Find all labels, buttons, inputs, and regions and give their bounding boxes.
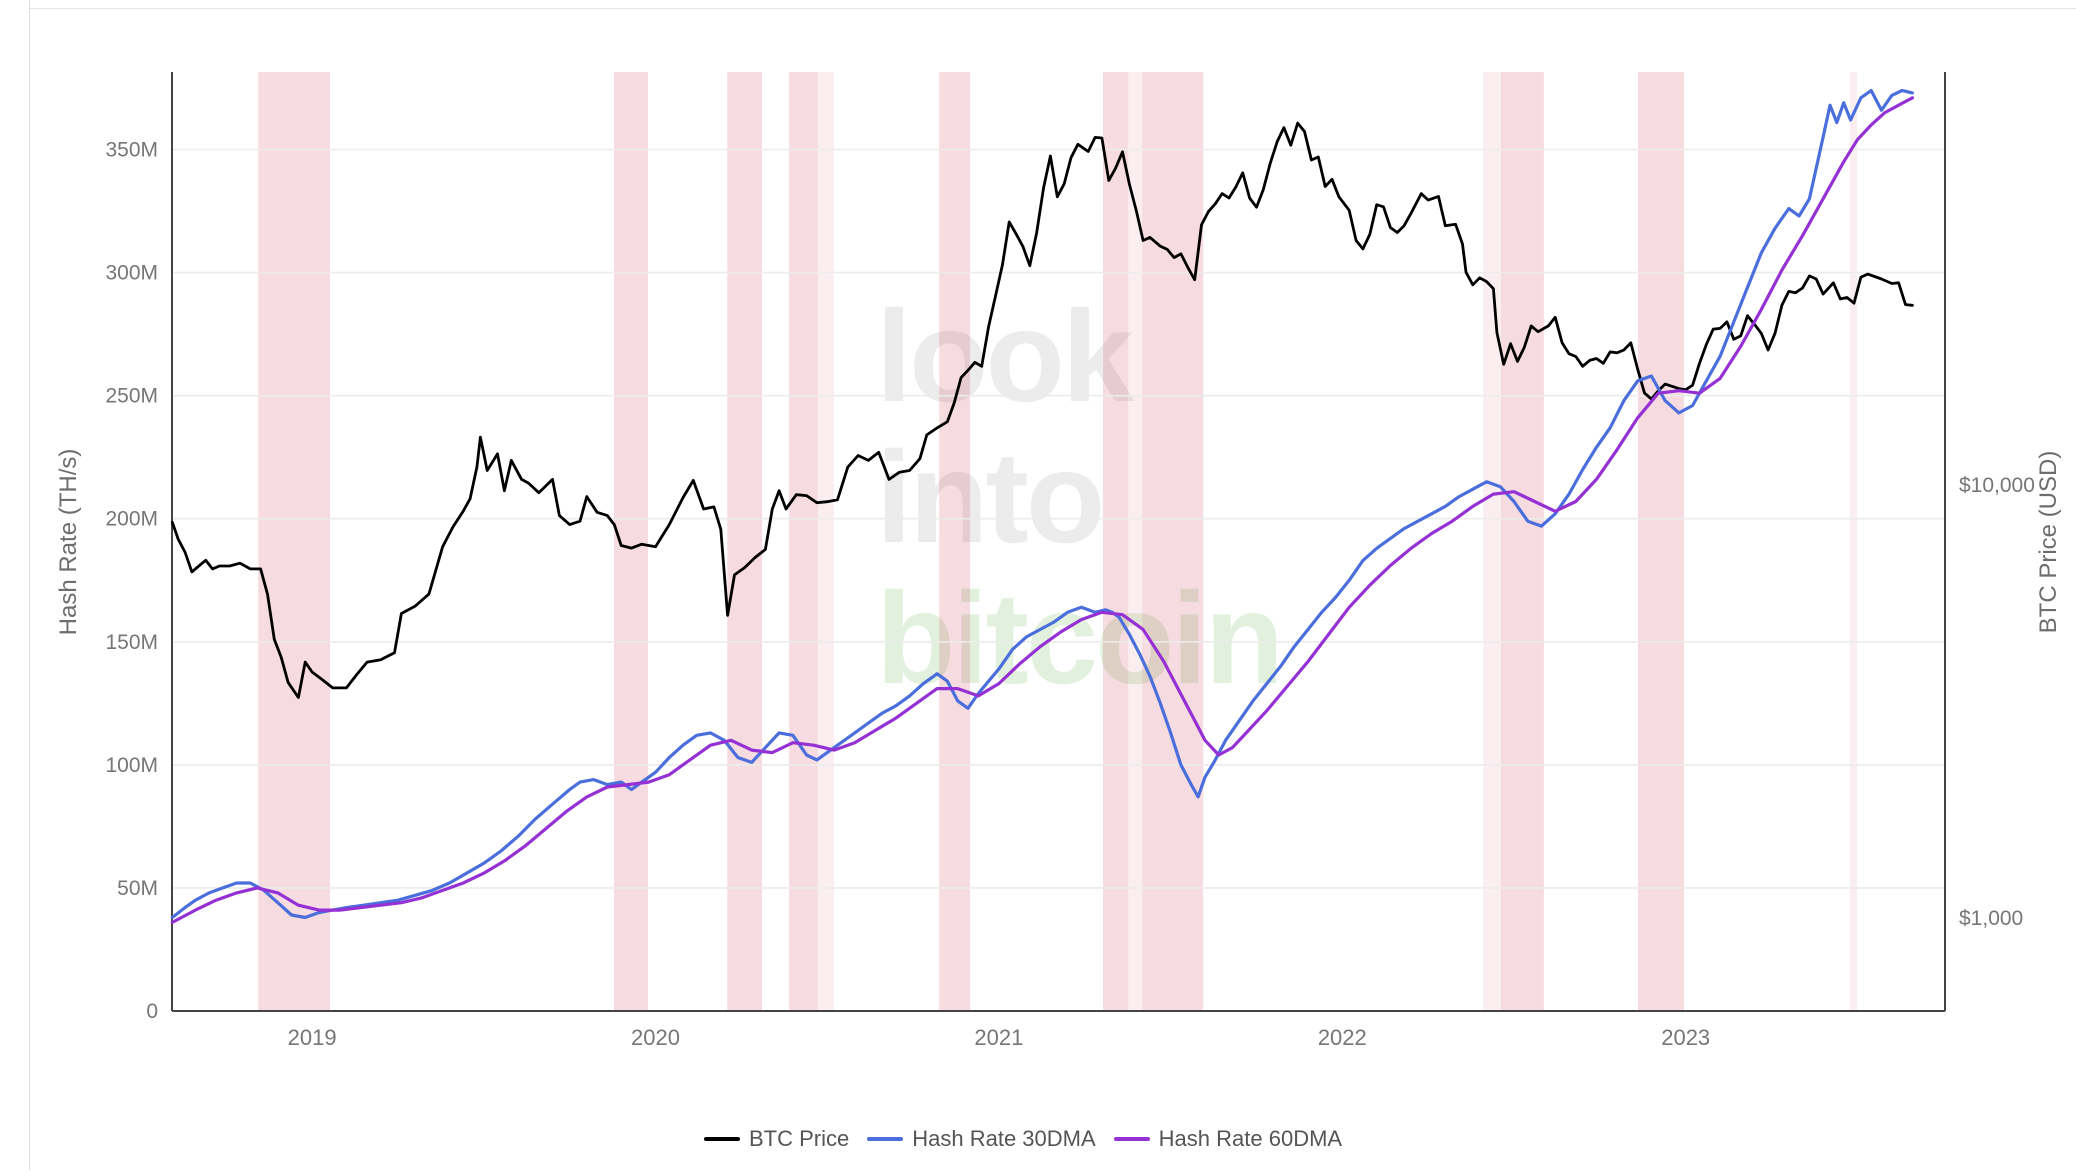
x-tick-label: 2019 — [288, 1025, 337, 1050]
capitulation-band — [1638, 72, 1684, 1011]
capitulation-band — [817, 72, 834, 1011]
y-left-tick-label: 0 — [146, 1000, 158, 1023]
capitulation-band — [1128, 72, 1143, 1011]
left-divider — [29, 0, 30, 1170]
y-left-tick-label: 350M — [105, 139, 158, 162]
watermark-word-bitcoin: bitcoin — [876, 565, 1284, 711]
capitulation-band — [727, 72, 762, 1011]
hash-rate-60dma-swatch — [1113, 1137, 1150, 1141]
top-divider — [29, 8, 2076, 9]
y-left-tick-label: 100M — [105, 754, 158, 777]
watermark-word-into: into — [876, 424, 1105, 570]
axis-lines — [171, 72, 1946, 1012]
y-right-axis-title: BTC Price (USD) — [2035, 451, 2062, 634]
hash-ribbon-bands — [258, 72, 1858, 1011]
y-left-tick-label: 200M — [105, 508, 158, 531]
capitulation-band — [1501, 72, 1544, 1011]
legend-item-hash-rate-60dma[interactable]: Hash Rate 60DMA — [1113, 1126, 1343, 1152]
legend-label: Hash Rate 60DMA — [1158, 1126, 1343, 1151]
y-left-tick-label: 250M — [105, 385, 158, 408]
capitulation-band — [1103, 72, 1129, 1011]
y-left-tick-label: 50M — [117, 877, 158, 900]
capitulation-band — [1483, 72, 1501, 1011]
legend-label: Hash Rate 30DMA — [912, 1126, 1096, 1151]
y-left-tick-label: 300M — [105, 262, 158, 285]
tick-labels: 0 50M 100M 150M 200M 250M 300M 350M $1,000 $10,00… — [105, 139, 2034, 1051]
capitulation-band — [1142, 72, 1204, 1011]
hash-rate-30dma-swatch — [867, 1137, 904, 1141]
y-left-axis-title: Hash Rate (TH/s) — [55, 449, 82, 636]
x-tick-label: 2020 — [631, 1025, 680, 1050]
watermark-word-look: look — [876, 283, 1134, 429]
x-tick-label: 2022 — [1318, 1025, 1367, 1050]
hash-rate-30dma-line — [170, 88, 1914, 920]
btc-price-swatch — [704, 1137, 740, 1141]
hash-rate-60dma-line — [170, 96, 1914, 924]
y-left-tick-label: 150M — [105, 631, 158, 654]
series-lines — [170, 88, 1914, 924]
legend-item-btc-price[interactable]: BTC Price — [704, 1126, 849, 1152]
chart-legend: BTC Price Hash Rate 30DMA Hash Rate 60DM… — [704, 1126, 1342, 1152]
lookintobitcoin-watermark: look into bitcoin — [876, 283, 1284, 711]
capitulation-band — [939, 72, 971, 1011]
legend-label: BTC Price — [749, 1126, 850, 1151]
x-tick-label: 2023 — [1661, 1025, 1710, 1050]
y-right-tick-label: $10,000 — [1959, 474, 2035, 497]
y-right-tick-label: $1,000 — [1959, 907, 2023, 930]
capitulation-band — [789, 72, 818, 1011]
legend-item-hash-rate-30dma[interactable]: Hash Rate 30DMA — [867, 1126, 1096, 1152]
capitulation-band — [1849, 72, 1858, 1011]
x-tick-label: 2021 — [974, 1025, 1023, 1050]
capitulation-band — [258, 72, 330, 1011]
